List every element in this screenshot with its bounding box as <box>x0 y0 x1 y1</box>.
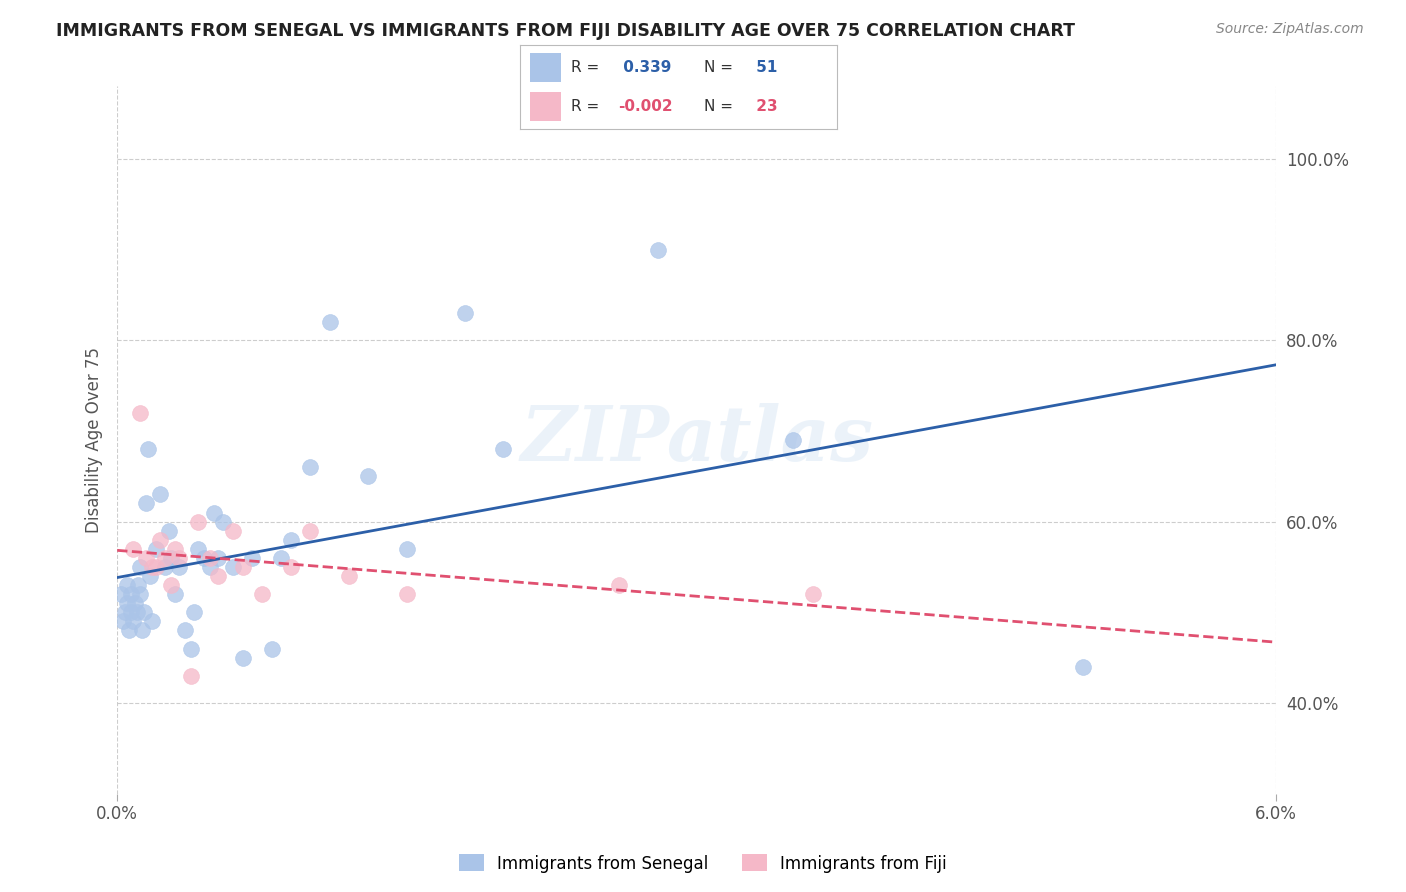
Point <box>145 541 167 556</box>
Point <box>198 550 221 565</box>
Text: 51: 51 <box>751 60 778 75</box>
Point <box>801 587 824 601</box>
Point <box>207 569 229 583</box>
Point <box>114 605 136 619</box>
Point <box>111 615 134 629</box>
Text: N =: N = <box>704 98 733 113</box>
Point <box>167 550 190 565</box>
Point <box>187 515 209 529</box>
Point <box>280 560 302 574</box>
Text: Source: ZipAtlas.com: Source: ZipAtlas.com <box>1216 22 1364 37</box>
Point <box>180 669 202 683</box>
Point <box>131 624 153 638</box>
Text: 0.339: 0.339 <box>619 60 672 75</box>
Point <box>120 605 142 619</box>
Point <box>115 596 138 610</box>
Point <box>129 406 152 420</box>
Legend: Immigrants from Senegal, Immigrants from Fiji: Immigrants from Senegal, Immigrants from… <box>453 847 953 880</box>
Point <box>167 560 190 574</box>
Text: R =: R = <box>571 60 599 75</box>
Point <box>180 641 202 656</box>
Point <box>115 578 138 592</box>
Point <box>125 605 148 619</box>
Point <box>280 533 302 547</box>
Point <box>207 550 229 565</box>
Point <box>155 550 177 565</box>
Point <box>232 650 254 665</box>
Point <box>173 624 195 638</box>
Point <box>250 587 273 601</box>
Point <box>135 496 157 510</box>
Point <box>160 550 183 565</box>
Point <box>129 587 152 601</box>
Point <box>120 587 142 601</box>
Point <box>337 569 360 583</box>
Point <box>129 560 152 574</box>
Point <box>395 587 418 601</box>
Point <box>141 560 163 574</box>
Point <box>492 442 515 456</box>
Point <box>1071 659 1094 673</box>
Point <box>242 550 264 565</box>
Point <box>395 541 418 556</box>
Point <box>160 578 183 592</box>
Text: -0.002: -0.002 <box>619 98 673 113</box>
Point <box>609 578 631 592</box>
Point <box>165 587 187 601</box>
Point <box>121 541 143 556</box>
Point <box>357 469 380 483</box>
Point <box>136 442 159 456</box>
Point <box>165 541 187 556</box>
Point <box>157 524 180 538</box>
Point <box>782 433 804 447</box>
Point <box>193 550 215 565</box>
Point <box>647 243 669 257</box>
Point <box>454 306 477 320</box>
Point <box>155 560 177 574</box>
Point <box>198 560 221 574</box>
Text: R =: R = <box>571 98 599 113</box>
Point <box>222 524 245 538</box>
Point <box>299 524 322 538</box>
Point <box>134 605 156 619</box>
Text: ZIPatlas: ZIPatlas <box>520 403 873 477</box>
Point <box>222 560 245 574</box>
Point <box>260 641 283 656</box>
Point <box>145 560 167 574</box>
Point <box>187 541 209 556</box>
Text: IMMIGRANTS FROM SENEGAL VS IMMIGRANTS FROM FIJI DISABILITY AGE OVER 75 CORRELATI: IMMIGRANTS FROM SENEGAL VS IMMIGRANTS FR… <box>56 22 1076 40</box>
Point <box>141 615 163 629</box>
Point <box>212 515 235 529</box>
Point <box>202 506 225 520</box>
Point <box>318 315 340 329</box>
Point <box>135 550 157 565</box>
Point <box>124 596 146 610</box>
Point <box>127 578 149 592</box>
Point <box>149 487 172 501</box>
FancyBboxPatch shape <box>530 54 561 82</box>
Point <box>149 533 172 547</box>
Point <box>299 460 322 475</box>
Point <box>110 587 132 601</box>
Text: N =: N = <box>704 60 733 75</box>
Point <box>232 560 254 574</box>
Point <box>139 569 162 583</box>
Point <box>118 624 141 638</box>
Point <box>121 615 143 629</box>
Y-axis label: Disability Age Over 75: Disability Age Over 75 <box>86 347 103 533</box>
Point <box>270 550 292 565</box>
FancyBboxPatch shape <box>530 92 561 120</box>
Point <box>183 605 205 619</box>
Text: 23: 23 <box>751 98 778 113</box>
